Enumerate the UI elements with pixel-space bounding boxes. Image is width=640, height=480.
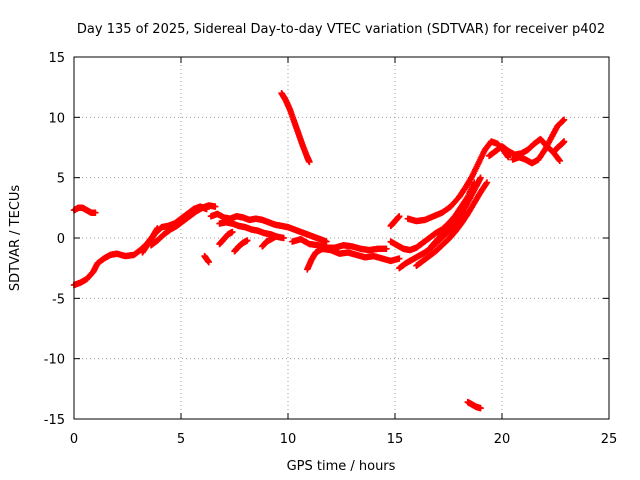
data-point [556, 157, 563, 164]
series-arc-late-c [413, 179, 491, 269]
series-arc-low-start [70, 225, 161, 289]
data-point [505, 153, 512, 161]
series-arc-short-c [259, 233, 279, 250]
data-point [555, 156, 563, 163]
x-tick-label: 15 [387, 432, 404, 447]
data-point [460, 208, 467, 215]
series-arc-early-rise-b [147, 202, 219, 249]
series-arc-mid-b [216, 219, 287, 242]
y-tick-label: 10 [48, 111, 65, 126]
series-arc-isolated-low [464, 398, 484, 412]
x-tick-label: 0 [70, 432, 78, 447]
y-tick-label: -10 [44, 353, 65, 368]
series-arc-low-mid-b [304, 245, 403, 273]
series-arc-early-high [70, 204, 99, 216]
x-axis-label: GPS time / hours [287, 459, 396, 474]
y-tick-label: -15 [44, 413, 65, 428]
data-point [205, 258, 213, 266]
y-tick-label: 15 [48, 51, 65, 66]
data-point [271, 233, 279, 240]
data-point [92, 209, 99, 216]
series-arc-short-d [201, 252, 213, 266]
y-tick-label: 0 [57, 232, 65, 247]
series-arc-isolated-high [278, 90, 313, 166]
data-point [483, 180, 490, 187]
data-point [560, 138, 568, 145]
data-point [483, 179, 491, 186]
series-arc-short-b [231, 237, 251, 255]
data-point [280, 234, 287, 242]
data-point [306, 158, 313, 166]
data-point [212, 203, 219, 210]
x-tick-label: 10 [280, 432, 297, 447]
y-tick-label: -5 [52, 292, 65, 307]
data-point [477, 404, 484, 412]
x-tick-label: 20 [494, 432, 511, 447]
x-tick-label: 5 [177, 432, 185, 447]
data-marks [70, 90, 568, 412]
data-point [323, 238, 330, 245]
series-arc-late-f [428, 208, 467, 250]
data-point [396, 213, 403, 220]
x-tick-label: 25 [601, 432, 618, 447]
data-point [229, 228, 236, 236]
grid [74, 57, 609, 419]
data-point [459, 209, 466, 216]
series-arc-late-e [387, 213, 403, 230]
y-tick-label: 5 [57, 172, 65, 187]
data-point [383, 245, 390, 253]
data-point [396, 255, 403, 262]
series-arc-end-c [550, 138, 568, 156]
series-arc-short-a [216, 228, 236, 248]
data-point [560, 116, 568, 123]
data-point [244, 237, 251, 244]
chart-title: Day 135 of 2025, Sidereal Day-to-day VTE… [77, 22, 605, 37]
series-arc-end-b [509, 116, 568, 167]
y-axis-label: SDTVAR / TECUs [8, 185, 23, 292]
data-point [477, 174, 484, 181]
axis-ticks: 0 5 10 15 20 25 15 10 5 0 -5 -10 -15 [44, 51, 618, 447]
